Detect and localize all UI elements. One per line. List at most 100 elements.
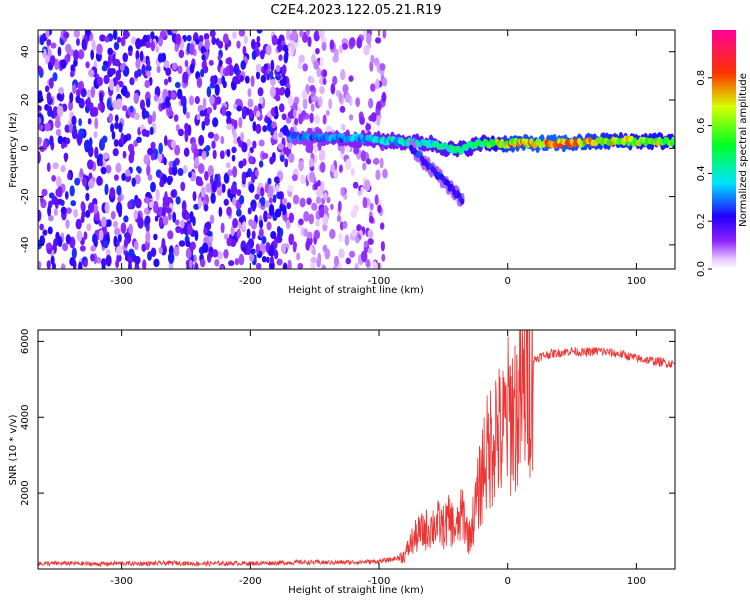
spectrogram-noise-blob <box>189 43 195 56</box>
spectrogram-noise-blob <box>108 112 113 123</box>
spectrogram-noise-blob <box>56 105 64 117</box>
spectrogram-noise-blob <box>147 251 152 261</box>
spectrogram-noise-blob <box>122 150 127 159</box>
spectrogram-noise-blob <box>251 50 257 61</box>
figure-title: C2E4.2023.122.05.21.R19 <box>270 3 441 18</box>
spectrogram-noise-blob <box>292 109 297 118</box>
spectrogram-noise-blob <box>261 236 267 245</box>
spectrogram-noise-blob <box>183 164 188 174</box>
spectrogram-noise-blob <box>180 95 185 106</box>
spectrogram-noise-blob <box>249 146 254 154</box>
spectrogram-noise-blob <box>189 63 195 74</box>
spectrogram-noise-blob <box>217 54 222 62</box>
spectrogram-noise-blob <box>294 117 298 126</box>
spectrogram-noise-blob <box>259 187 265 197</box>
spectrogram-noise-blob <box>175 33 182 46</box>
spectrogram-noise-blob <box>69 92 74 103</box>
spectrogram-noise-blob <box>211 36 217 46</box>
spectrogram-noise-blob <box>207 165 214 177</box>
spectrogram-noise-blob <box>255 243 260 254</box>
spectrogram-noise-blob <box>277 43 283 53</box>
spectrogram-noise-blob <box>321 264 327 269</box>
spectrogram-noise-blob <box>375 108 381 116</box>
spectrogram-noise-blob <box>145 97 151 108</box>
spectrogram-noise-blob <box>117 195 122 203</box>
spectrogram-noise-blob <box>150 141 156 150</box>
spectrogram-noise-blob <box>78 128 85 139</box>
spectrogram-noise-blob <box>88 179 95 189</box>
spectrogram-noise-blob <box>211 140 216 149</box>
spectrogram-noise-blob <box>241 106 248 117</box>
spectrogram-noise-blob <box>96 43 103 55</box>
spectrogram-noise-blob <box>193 203 200 210</box>
spectrogram-noise-blob <box>79 245 86 252</box>
spectrogram-noise-blob <box>369 203 374 211</box>
spectrogram-noise-blob <box>60 206 67 215</box>
spectrogram-noise-blob <box>238 116 243 129</box>
spectrogram-noise-blob <box>279 154 285 163</box>
spectrogram-noise-blob <box>69 256 76 267</box>
spectrogram-noise-blob <box>288 152 295 163</box>
spectrogram-noise-blob <box>120 132 125 144</box>
spectrogram-noise-blob <box>278 131 284 139</box>
spectrogram-noise-blob <box>270 59 275 72</box>
spectrogram-noise-blob <box>368 215 374 224</box>
spectrogram-noise-blob <box>222 33 229 44</box>
spectrogram-noise-blob <box>308 213 315 225</box>
spectrogram-noise-blob <box>95 256 102 264</box>
spectrogram-noise-blob <box>120 222 127 234</box>
spectrogram-noise-blob <box>158 246 163 255</box>
spectrogram-noise-blob <box>42 48 47 59</box>
spectrogram-noise-blob <box>116 185 122 196</box>
spectrogram-noise-blob <box>282 44 290 52</box>
spectrogram-noise-blob <box>127 200 133 210</box>
spectrogram-noise-blob <box>213 103 217 111</box>
spectrogram-noise-blob <box>310 103 315 112</box>
spectrogram-noise-blob <box>115 83 120 93</box>
spectrogram-noise-blob <box>157 35 164 47</box>
spectrogram-noise-blob <box>129 77 135 86</box>
spectrogram-noise-blob <box>330 83 336 95</box>
spectrogram-noise-blob <box>247 207 252 215</box>
spectrogram-noise-blob <box>313 229 321 240</box>
spectrogram-noise-blob <box>370 112 377 123</box>
spectrogram-noise-blob <box>161 237 166 250</box>
spectrogram-noise-blob <box>214 173 219 185</box>
spectrogram-noise-blob <box>232 218 239 229</box>
spectrogram-noise-blob <box>313 30 320 42</box>
spectrogram-noise-blob <box>365 258 371 268</box>
spectrogram-noise-blob <box>246 244 251 256</box>
spectrogram-noise-blob <box>285 219 291 230</box>
spectrogram-noise-blob <box>155 45 160 53</box>
spectrogram-noise-blob <box>76 38 80 46</box>
spectrogram-noise-blob <box>90 86 96 98</box>
spectrogram-noise-blob <box>220 135 225 145</box>
spectrogram-noise-blob <box>47 205 52 217</box>
spectrogram-noise-blob <box>146 164 151 177</box>
spectrogram-noise-blob <box>277 191 284 200</box>
spectrogram-noise-blob <box>185 247 192 259</box>
spectrogram-noise-blob <box>188 171 192 178</box>
spectrogram-noise-blob <box>256 35 261 43</box>
spectrogram-noise-blob <box>38 65 42 74</box>
spectrogram-noise-blob <box>52 72 58 82</box>
spectrogram-noise-blob <box>306 197 312 206</box>
spectrogram-noise-blob <box>112 220 119 228</box>
spectrogram-noise-blob <box>39 35 45 46</box>
spectrogram-noise-blob <box>287 259 292 269</box>
spectrogram-noise-blob <box>96 175 103 186</box>
spectrogram-noise-blob <box>110 123 115 133</box>
spectrogram-noise-blob <box>230 183 238 195</box>
spectrogram-noise-blob <box>329 228 336 239</box>
spectrogram-noise-blob <box>104 201 110 214</box>
spectrogram-noise-blob <box>247 99 254 108</box>
spectrogram-noise-blob <box>166 175 172 186</box>
spectrogram-noise-blob <box>80 87 87 98</box>
spectrogram-noise-blob <box>266 72 271 81</box>
spectrogram-noise-blob <box>314 114 320 125</box>
spectrogram-noise-blob <box>341 42 349 50</box>
spectrogram-noise-blob <box>287 111 295 119</box>
spectrogram-noise-blob <box>328 98 333 110</box>
spectrogram-noise-blob <box>212 117 219 128</box>
spectrogram-noise-blob <box>254 169 259 178</box>
